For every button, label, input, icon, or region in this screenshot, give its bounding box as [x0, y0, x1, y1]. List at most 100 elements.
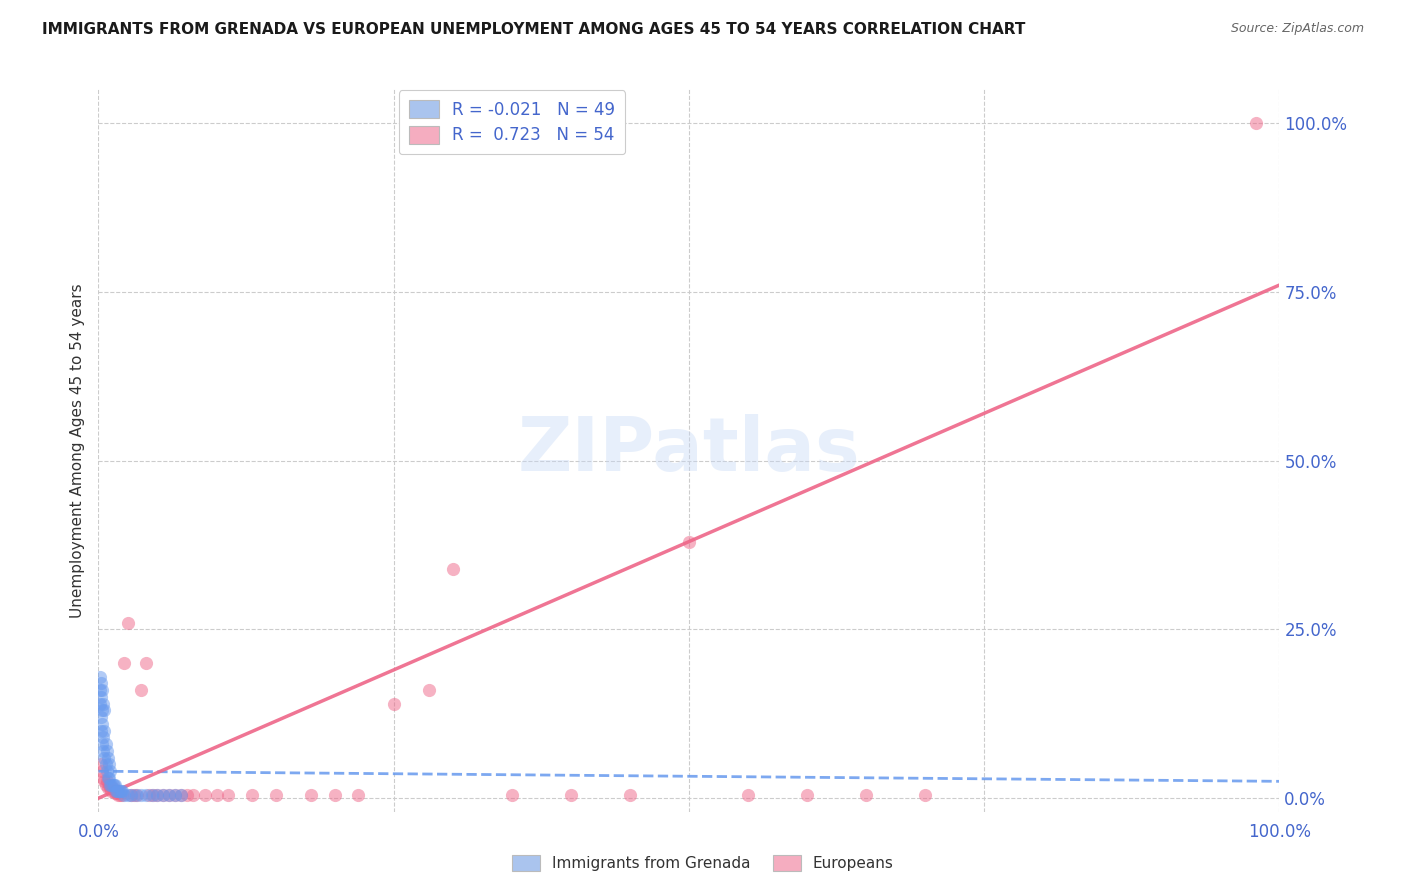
Point: [111, 784, 134, 798]
Point: [135, 788, 157, 802]
Point: [112, 788, 135, 802]
Point: [323, 788, 346, 802]
Point: [170, 788, 193, 802]
Point: [152, 788, 174, 802]
Point: [91, 744, 114, 758]
Point: [104, 778, 127, 792]
Point: [94, 778, 117, 792]
Point: [98, 764, 121, 779]
Point: [146, 788, 169, 802]
Point: [347, 788, 370, 802]
Point: [194, 788, 217, 802]
Point: [98, 781, 121, 796]
Point: [103, 778, 125, 792]
Point: [176, 788, 198, 802]
Point: [96, 774, 118, 789]
Point: [205, 788, 228, 802]
Point: [117, 615, 139, 630]
Text: IMMIGRANTS FROM GRENADA VS EUROPEAN UNEMPLOYMENT AMONG AGES 45 TO 54 YEARS CORRE: IMMIGRANTS FROM GRENADA VS EUROPEAN UNEM…: [42, 22, 1025, 37]
Point: [1244, 116, 1267, 130]
Point: [90, 757, 112, 772]
Point: [105, 784, 128, 798]
Point: [678, 534, 700, 549]
Point: [129, 683, 152, 698]
Point: [619, 788, 641, 802]
Point: [89, 670, 111, 684]
Point: [142, 788, 165, 802]
Point: [91, 737, 114, 751]
Point: [101, 781, 124, 796]
Point: [146, 788, 169, 802]
Point: [855, 788, 877, 802]
Point: [165, 788, 187, 802]
Point: [117, 788, 139, 802]
Point: [94, 757, 117, 772]
Point: [98, 778, 121, 792]
Point: [157, 788, 180, 802]
Point: [107, 784, 129, 798]
Point: [90, 676, 112, 690]
Point: [129, 788, 152, 802]
Point: [91, 764, 114, 779]
Point: [152, 788, 174, 802]
Point: [91, 731, 114, 745]
Point: [96, 744, 118, 758]
Y-axis label: Unemployment Among Ages 45 to 54 years: Unemployment Among Ages 45 to 54 years: [69, 283, 84, 618]
Point: [108, 788, 131, 802]
Point: [121, 788, 143, 802]
Point: [165, 788, 187, 802]
Point: [101, 778, 124, 792]
Point: [135, 656, 157, 670]
Point: [91, 771, 114, 785]
Point: [91, 717, 114, 731]
Point: [91, 703, 114, 717]
Point: [104, 786, 127, 800]
Point: [89, 683, 111, 698]
Point: [240, 788, 263, 802]
Point: [382, 697, 405, 711]
Point: [121, 788, 143, 802]
Point: [501, 788, 523, 802]
Point: [299, 788, 322, 802]
Point: [91, 683, 114, 698]
Text: ZIPatlas: ZIPatlas: [517, 414, 860, 487]
Point: [98, 778, 121, 792]
Point: [105, 784, 128, 798]
Point: [127, 788, 149, 802]
Point: [97, 781, 120, 796]
Point: [112, 656, 135, 670]
Point: [96, 764, 118, 779]
Point: [97, 771, 120, 785]
Point: [98, 771, 121, 785]
Point: [914, 788, 936, 802]
Text: Source: ZipAtlas.com: Source: ZipAtlas.com: [1230, 22, 1364, 36]
Point: [89, 697, 111, 711]
Point: [181, 788, 204, 802]
Point: [418, 683, 440, 698]
Point: [441, 561, 464, 575]
Point: [93, 723, 115, 738]
Point: [796, 788, 818, 802]
Point: [264, 788, 287, 802]
Point: [111, 788, 134, 802]
Point: [105, 786, 128, 800]
Point: [157, 788, 180, 802]
Point: [93, 703, 115, 717]
Point: [91, 697, 114, 711]
Point: [98, 757, 121, 772]
Point: [141, 788, 163, 802]
Point: [217, 788, 239, 802]
Point: [100, 784, 122, 798]
Point: [105, 784, 128, 798]
Point: [97, 750, 120, 764]
Point: [94, 737, 117, 751]
Legend: R = -0.021   N = 49, R =  0.723   N = 54: R = -0.021 N = 49, R = 0.723 N = 54: [399, 90, 624, 154]
Legend: Immigrants from Grenada, Europeans: Immigrants from Grenada, Europeans: [506, 848, 900, 878]
Point: [107, 788, 129, 802]
Point: [93, 774, 115, 789]
Point: [90, 723, 112, 738]
Point: [93, 750, 115, 764]
Point: [100, 778, 122, 792]
Point: [90, 710, 112, 724]
Point: [122, 788, 145, 802]
